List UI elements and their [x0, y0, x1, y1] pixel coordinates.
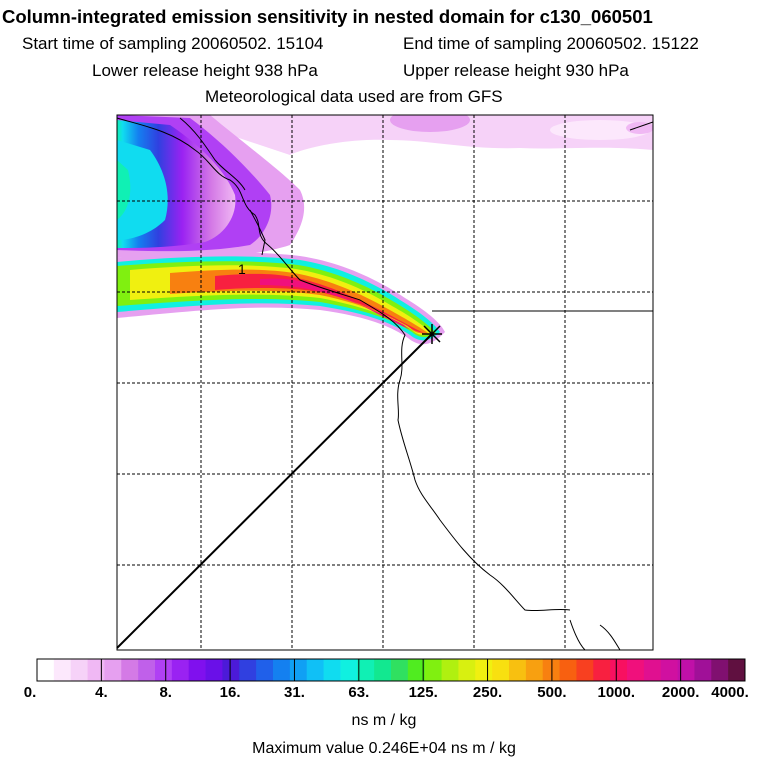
- map-frame: [116, 114, 654, 651]
- colorbar-tick-label: 16.: [219, 684, 241, 701]
- colorbar-tick-label: 4000.: [711, 684, 749, 701]
- diagonal-track-line: [116, 333, 433, 649]
- colorbar-segment: [728, 659, 746, 681]
- maximum-value-label: Maximum value 0.246E+04 ns m / kg: [252, 740, 516, 757]
- lower-release-height-label: Lower release height 938 hPa: [92, 61, 318, 80]
- colorbar-segment: [289, 659, 308, 681]
- colorbar-segment: [475, 659, 493, 681]
- end-time-label: End time of sampling 20060502. 15122: [403, 34, 699, 53]
- colorbar-tick-label: 0.: [23, 684, 37, 701]
- colorbar-tick-label: 250.: [472, 684, 503, 701]
- colorbar: [37, 659, 746, 681]
- colorbar-segment: [643, 659, 662, 681]
- colorbar-segment: [340, 659, 358, 681]
- colorbar-tick-label: 63.: [348, 684, 370, 701]
- colorbar-segment: [87, 659, 105, 681]
- colorbar-segment: [407, 659, 426, 681]
- colorbar-segment: [155, 659, 173, 681]
- start-time-label: Start time of sampling 20060502. 15104: [22, 34, 324, 53]
- colorbar-segment: [610, 659, 628, 681]
- colorbar-segment: [37, 659, 55, 681]
- colorbar-tick-label: 2000.: [661, 684, 700, 701]
- colorbar-segment: [576, 659, 594, 681]
- colorbar-tick-label: 31.: [284, 684, 305, 701]
- colorbar-segment: [104, 659, 122, 681]
- colorbar-segment: [374, 659, 392, 681]
- colorbar-segment: [222, 659, 240, 681]
- colorbar-tick-label: 8.: [159, 684, 172, 701]
- colorbar-segment: [525, 659, 544, 681]
- colorbar-segment: [492, 659, 510, 681]
- coastline: [116, 117, 654, 651]
- sensitivity-field: [117, 115, 653, 345]
- colorbar-segment: [694, 659, 712, 681]
- contour-label: 1: [238, 261, 246, 277]
- colorbar-segment: [53, 659, 72, 681]
- colorbar-segment: [458, 659, 476, 681]
- colorbar-segment: [627, 659, 645, 681]
- colorbar-tick-label: 1000.: [597, 684, 636, 701]
- colorbar-segment: [711, 659, 729, 681]
- colorbar-segment: [424, 659, 443, 681]
- colorbar-frame: [36, 658, 746, 682]
- met-data-label: Meteorological data used are from GFS: [205, 87, 503, 106]
- colorbar-tick-label: 500.: [537, 684, 567, 701]
- colorbar-segment: [138, 659, 156, 681]
- colorbar-segment: [188, 659, 207, 681]
- colorbar-segment: [660, 659, 679, 681]
- colorbar-segment: [256, 659, 274, 681]
- colorbar-segment: [391, 659, 409, 681]
- colorbar-tick-label: 125.: [408, 684, 438, 701]
- colorbar-segment: [239, 659, 257, 681]
- colorbar-segment: [323, 659, 341, 681]
- colorbar-segment: [542, 659, 561, 681]
- colorbar-segment: [441, 659, 459, 681]
- colorbar-segment: [70, 659, 89, 681]
- colorbar-segment: [509, 659, 527, 681]
- upper-release-height-label: Upper release height 930 hPa: [403, 61, 629, 80]
- units-label: ns m / kg: [351, 712, 417, 729]
- colorbar-segment: [357, 659, 375, 681]
- colorbar-segment: [593, 659, 611, 681]
- colorbar-segment: [677, 659, 695, 681]
- colorbar-segment: [273, 659, 291, 681]
- colorbar-segment: [121, 659, 139, 681]
- plot-title: Column-integrated emission sensitivity i…: [2, 6, 653, 27]
- colorbar-tick-label: 4.: [95, 684, 108, 701]
- colorbar-segment: [559, 659, 577, 681]
- colorbar-segment: [306, 659, 325, 681]
- colorbar-segment: [171, 659, 190, 681]
- release-point-marker: [422, 324, 442, 344]
- colorbar-segment: [205, 659, 223, 681]
